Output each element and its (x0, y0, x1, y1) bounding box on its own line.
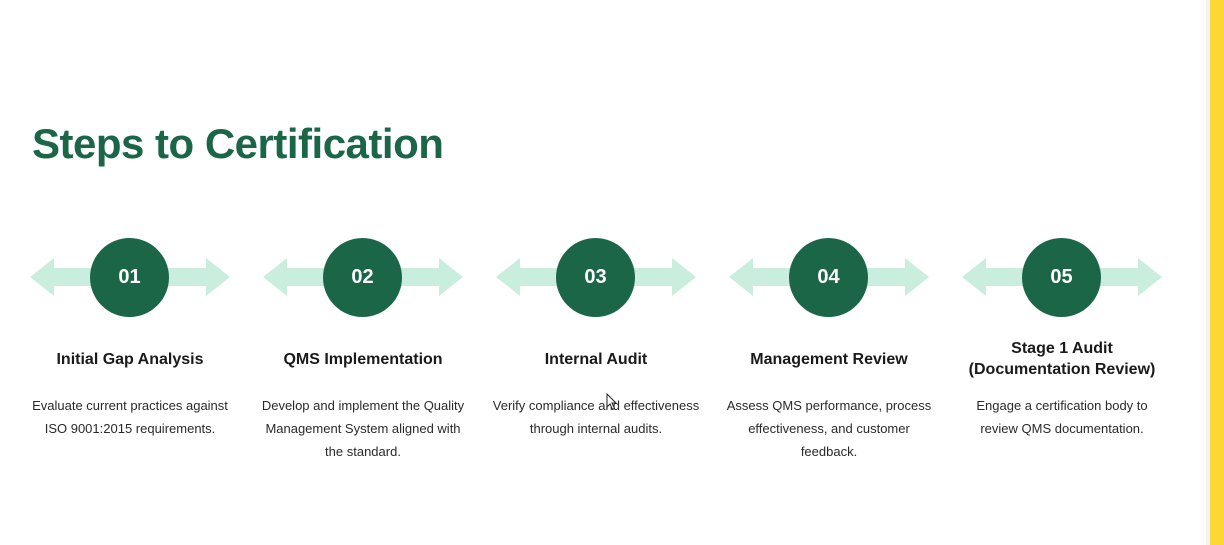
step-03: 03 Internal Audit Verify compliance and … (493, 238, 699, 436)
step-title: Stage 1 Audit (Documentation Review) (968, 340, 1156, 378)
step-title-container: Stage 1 Audit (Documentation Review) (962, 327, 1162, 391)
mouse-pointer-icon (606, 393, 618, 411)
step-description: Verify compliance and effectiveness thro… (492, 398, 700, 436)
step-number-badge: 02 (323, 238, 402, 317)
step-number-badge: 05 (1022, 238, 1101, 317)
step-title-container: QMS Implementation (263, 327, 463, 391)
step-title-container: Management Review (729, 327, 929, 391)
yellow-accent-bar (1210, 0, 1224, 545)
step-description: Develop and implement the Quality Manage… (261, 398, 465, 459)
step-graphic: 05 (962, 238, 1162, 317)
page-title: Steps to Certification (32, 120, 444, 167)
step-title-container: Internal Audit (496, 327, 696, 391)
step-number-badge: 01 (90, 238, 169, 317)
step-04: 04 Management Review Assess QMS performa… (727, 238, 931, 459)
step-graphic: 02 (263, 238, 463, 317)
step-02: 02 QMS Implementation Develop and implem… (262, 238, 464, 459)
step-graphic: 04 (729, 238, 929, 317)
step-title: Initial Gap Analysis (56, 350, 204, 368)
step-graphic: 03 (496, 238, 696, 317)
step-description: Engage a certification body to review QM… (976, 398, 1148, 436)
step-title: Management Review (750, 350, 908, 368)
step-01: 01 Initial Gap Analysis Evaluate current… (30, 238, 230, 436)
step-title: QMS Implementation (283, 350, 443, 368)
step-description: Assess QMS performance, process effectiv… (726, 398, 932, 459)
step-title-container: Initial Gap Analysis (30, 327, 230, 391)
step-number-badge: 04 (789, 238, 868, 317)
step-number-badge: 03 (556, 238, 635, 317)
step-graphic: 01 (30, 238, 230, 317)
step-title: Internal Audit (544, 350, 648, 368)
step-description: Evaluate current practices against ISO 9… (32, 398, 228, 436)
step-05: 05 Stage 1 Audit (Documentation Review) … (962, 238, 1162, 436)
